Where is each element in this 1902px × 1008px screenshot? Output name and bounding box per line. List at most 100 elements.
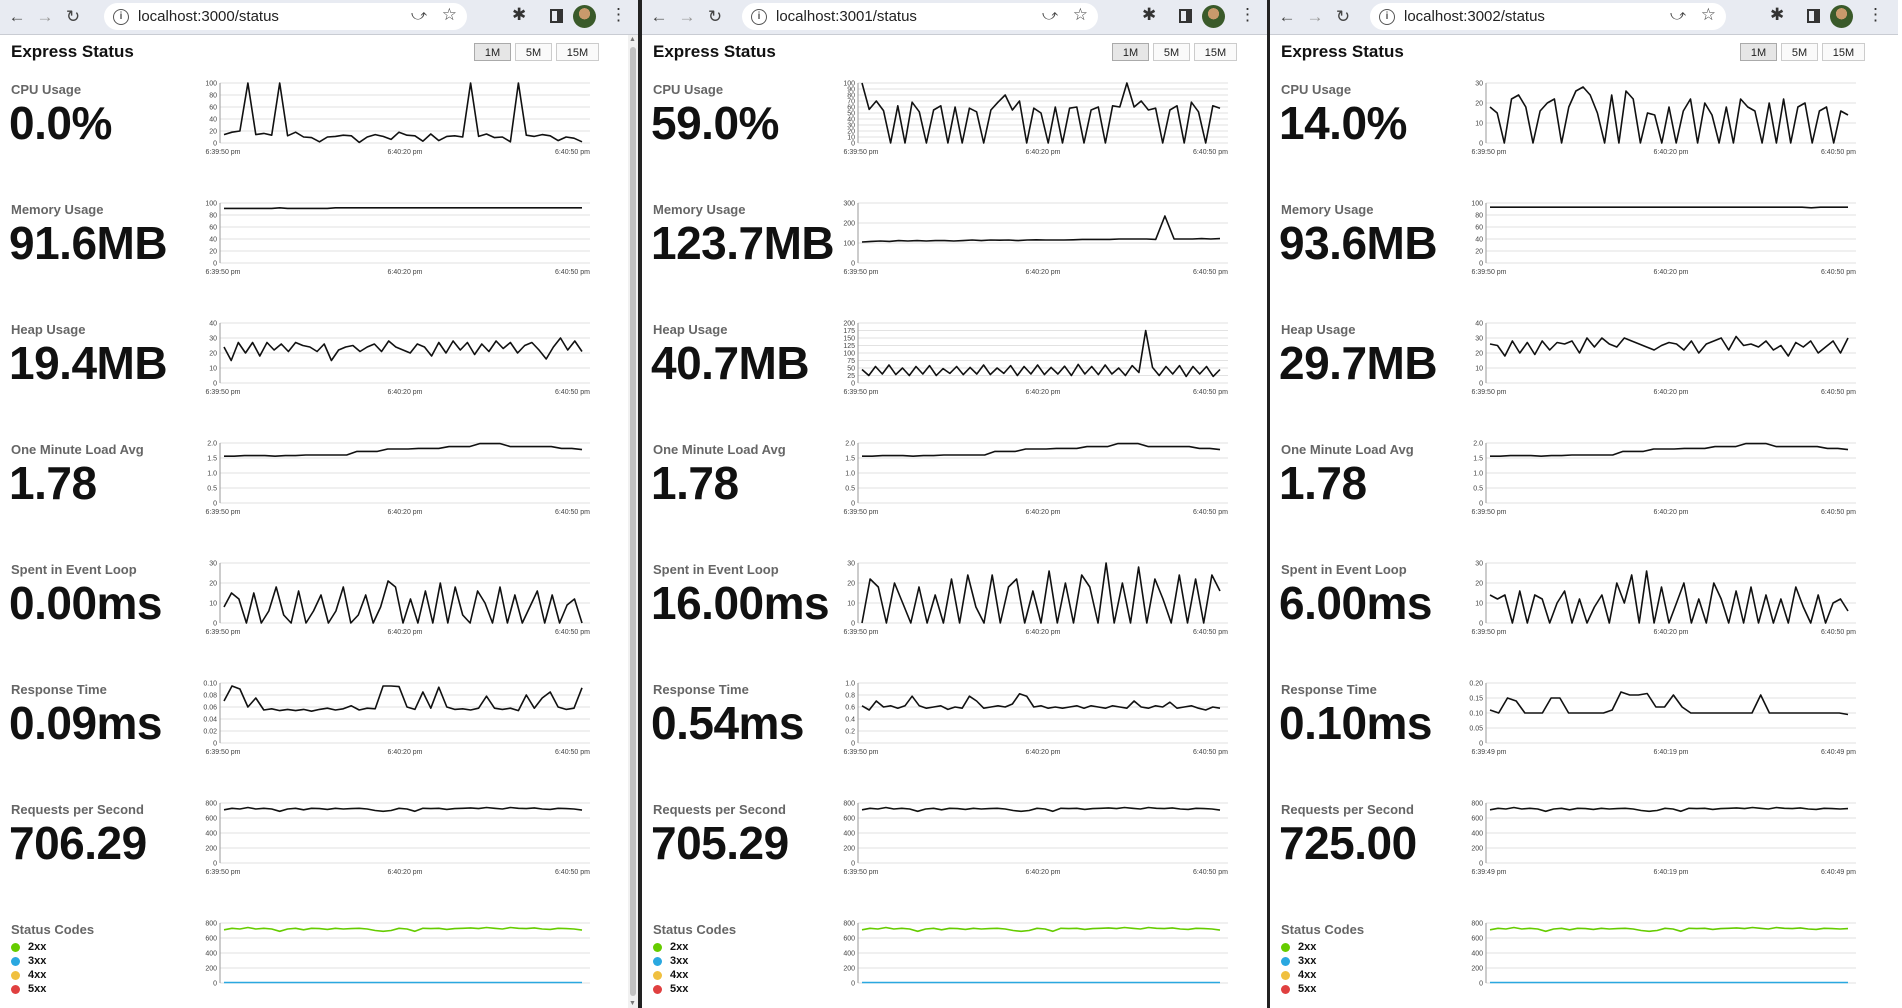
y-tick-label: 800 bbox=[205, 921, 217, 928]
bookmark-star-icon[interactable]: ☆ bbox=[1072, 5, 1088, 24]
share-icon[interactable]: ⤻ bbox=[410, 7, 427, 24]
site-info-icon[interactable]: i bbox=[113, 8, 129, 25]
y-tick-label: 0 bbox=[213, 501, 217, 508]
y-tick-label: 0 bbox=[851, 861, 855, 868]
x-tick-label: 6:40:50 pm bbox=[555, 149, 590, 156]
legend-dot bbox=[1281, 956, 1290, 966]
url-text[interactable]: localhost:3001/status bbox=[776, 8, 917, 25]
y-tick-label: 600 bbox=[1471, 936, 1483, 943]
more-menu-icon[interactable]: ⋮ bbox=[1867, 5, 1884, 24]
url-text[interactable]: localhost:3000/status bbox=[138, 8, 279, 25]
x-tick-label: 6:39:50 pm bbox=[205, 509, 240, 516]
address-bar[interactable]: i localhost:3001/status ⤻ ☆ bbox=[742, 3, 1098, 30]
scroll-down-arrow-icon[interactable]: ▼ bbox=[629, 1000, 636, 1007]
metric-chart: 0 20 40 60 80 100 6:39:50 pm 6:40:20 pm 6:40:50 … bbox=[205, 81, 590, 157]
x-tick-label: 6:39:50 pm bbox=[205, 629, 240, 636]
bookmark-star-icon[interactable]: ☆ bbox=[441, 5, 457, 24]
share-icon[interactable]: ⤻ bbox=[1669, 7, 1686, 24]
scroll-up-arrow-icon[interactable]: ▲ bbox=[629, 36, 636, 43]
forward-arrow-icon[interactable]: → bbox=[1306, 7, 1324, 26]
metric-label: Status Codes bbox=[653, 922, 737, 937]
x-tick-label: 6:40:20 pm bbox=[1653, 149, 1688, 156]
x-tick-label: 6:40:20 pm bbox=[1025, 269, 1060, 276]
y-tick-label: 40 bbox=[209, 237, 217, 244]
range-button-5m[interactable]: 5M bbox=[1153, 43, 1190, 61]
x-tick-label: 6:39:50 pm bbox=[205, 869, 240, 876]
y-tick-label: 20 bbox=[209, 351, 217, 358]
range-button-1m[interactable]: 1M bbox=[474, 43, 511, 61]
legend-item-3xx: 3xx bbox=[653, 954, 688, 968]
scrollbar-thumb[interactable] bbox=[630, 47, 636, 996]
y-tick-label: 80 bbox=[1475, 213, 1483, 220]
y-tick-label: 0.05 bbox=[1469, 726, 1483, 733]
legend-dot bbox=[653, 942, 662, 952]
y-tick-label: 0.15 bbox=[1469, 696, 1483, 703]
legend-label: 5xx bbox=[28, 983, 47, 995]
y-tick-label: 90 bbox=[847, 87, 855, 94]
metric-label: CPU Usage bbox=[653, 82, 724, 97]
reload-icon[interactable]: ↻ bbox=[1335, 7, 1351, 26]
metric-value: 40.7MB bbox=[651, 337, 810, 389]
side-panel-icon[interactable] bbox=[1807, 9, 1820, 23]
range-button-5m[interactable]: 5M bbox=[1781, 43, 1818, 61]
back-arrow-icon[interactable]: ← bbox=[8, 7, 26, 26]
address-bar[interactable]: i localhost:3000/status ⤻ ☆ bbox=[104, 3, 467, 30]
metric-label: Spent in Event Loop bbox=[1281, 562, 1407, 577]
metric-chart: 0 10 20 30 40 6:39:50 pm 6:40:20 pm 6:40:50 pm bbox=[205, 321, 590, 397]
extensions-puzzle-icon[interactable]: ✱ bbox=[1770, 5, 1785, 24]
reload-icon[interactable]: ↻ bbox=[65, 7, 81, 26]
range-button-1m[interactable]: 1M bbox=[1740, 43, 1777, 61]
back-arrow-icon[interactable]: ← bbox=[650, 7, 668, 26]
range-button-15m[interactable]: 15M bbox=[556, 43, 599, 61]
metric-value: 725.00 bbox=[1279, 817, 1417, 869]
range-button-5m[interactable]: 5M bbox=[515, 43, 552, 61]
legend-dot bbox=[653, 970, 662, 980]
x-tick-label: 6:40:50 pm bbox=[1193, 629, 1228, 636]
address-bar[interactable]: i localhost:3002/status ⤻ ☆ bbox=[1370, 3, 1726, 30]
series-line bbox=[224, 442, 583, 457]
page-scrollbar[interactable]: ▲ ▼ bbox=[628, 35, 638, 1008]
profile-avatar[interactable] bbox=[1830, 5, 1853, 28]
profile-avatar[interactable] bbox=[1202, 5, 1225, 28]
metric-panel: Memory Usage 123.7MB 0 100 200 300 6:39:50 pm 6… bbox=[642, 201, 1267, 322]
range-button-1m[interactable]: 1M bbox=[1112, 43, 1149, 61]
metric-label: One Minute Load Avg bbox=[11, 442, 144, 457]
metric-chart: 0 10 20 30 40 6:39:50 pm 6:40:20 pm 6:40:50 pm bbox=[1471, 321, 1856, 397]
profile-avatar[interactable] bbox=[573, 5, 596, 28]
share-icon[interactable]: ⤻ bbox=[1041, 7, 1058, 24]
back-arrow-icon[interactable]: ← bbox=[1278, 7, 1296, 26]
site-info-icon[interactable]: i bbox=[1379, 8, 1395, 25]
forward-arrow-icon[interactable]: → bbox=[678, 7, 696, 26]
x-tick-label: 6:40:49 pm bbox=[1821, 869, 1856, 876]
range-button-15m[interactable]: 15M bbox=[1822, 43, 1865, 61]
y-tick-label: 50 bbox=[847, 366, 855, 373]
side-panel-icon[interactable] bbox=[550, 9, 563, 23]
legend-dot bbox=[1281, 970, 1290, 980]
y-tick-label: 0 bbox=[851, 741, 855, 748]
metric-chart: 0 0.02 0.04 0.06 0.08 0.10 6:39:50 pm 6:40:20 p… bbox=[203, 681, 590, 757]
legend-item-4xx: 4xx bbox=[1281, 968, 1316, 982]
side-panel-icon[interactable] bbox=[1179, 9, 1192, 23]
metric-chart: 0 20 40 60 80 100 6:39:50 pm 6:40:20 pm 6:40:50 … bbox=[1471, 201, 1856, 277]
site-info-icon[interactable]: i bbox=[751, 8, 767, 25]
bookmark-star-icon[interactable]: ☆ bbox=[1700, 5, 1716, 24]
more-menu-icon[interactable]: ⋮ bbox=[1239, 5, 1256, 24]
reload-icon[interactable]: ↻ bbox=[707, 7, 723, 26]
x-tick-label: 6:39:50 pm bbox=[1471, 629, 1506, 636]
metric-chart: 0 100 200 300 6:39:50 pm 6:40:20 pm 6:40:50 pm bbox=[843, 201, 1228, 277]
forward-arrow-icon[interactable]: → bbox=[36, 7, 54, 26]
more-menu-icon[interactable]: ⋮ bbox=[610, 5, 627, 24]
metric-panel: Requests per Second 725.00 0 200 400 600 800 6:… bbox=[1270, 801, 1898, 922]
range-button-15m[interactable]: 15M bbox=[1194, 43, 1237, 61]
metric-panel: Response Time 0.09ms 0 0.02 0.04 0.06 0.08 0.10… bbox=[0, 681, 638, 802]
metric-label: Response Time bbox=[11, 682, 107, 697]
status-code-legend: 2xx 3xx 4xx 5xx bbox=[653, 940, 688, 996]
legend-item-4xx: 4xx bbox=[653, 968, 688, 982]
x-tick-label: 6:39:50 pm bbox=[843, 149, 878, 156]
y-tick-label: 0 bbox=[1479, 381, 1483, 388]
series-line bbox=[1490, 442, 1849, 457]
extensions-puzzle-icon[interactable]: ✱ bbox=[1142, 5, 1157, 24]
url-text[interactable]: localhost:3002/status bbox=[1404, 8, 1545, 25]
extensions-puzzle-icon[interactable]: ✱ bbox=[512, 5, 527, 24]
